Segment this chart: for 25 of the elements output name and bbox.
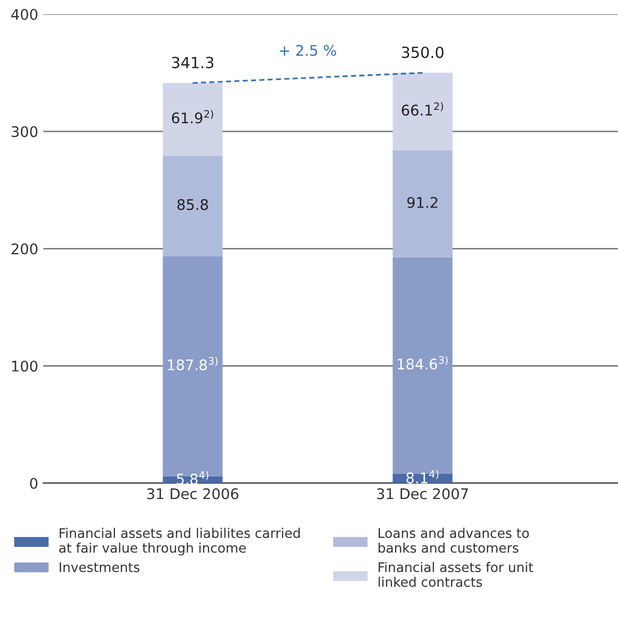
y-tick-label: 300 bbox=[12, 126, 38, 138]
total-label: 341.3 bbox=[172, 56, 214, 68]
bar bbox=[392, 150, 452, 258]
bar bbox=[162, 83, 223, 156]
bar bbox=[392, 72, 452, 150]
y-tick-label: 400 bbox=[11, 8, 38, 20]
y-tick-label: 0 bbox=[30, 478, 38, 489]
data-label: 61.9$^{2)}$ bbox=[172, 110, 214, 124]
legend-label: Financial assets and liabilites carried at fair value through income bbox=[59, 528, 300, 556]
annotation: + 2.5 % bbox=[280, 44, 336, 56]
data-label: 85.8 bbox=[177, 199, 208, 210]
bar bbox=[162, 156, 223, 256]
legend-label: Financial assets for unit linked contracts bbox=[378, 562, 534, 587]
data-label: 184.6$^{3)}$ bbox=[398, 356, 448, 370]
data-label: 8.1$^{4)}$ bbox=[406, 470, 438, 484]
legend-label: Investments bbox=[60, 562, 140, 572]
x-tick-label: 31 Dec 2007 bbox=[377, 488, 468, 500]
legend-label: Loans and advances to banks and customers bbox=[378, 528, 529, 553]
y-tick-label: 200 bbox=[12, 243, 38, 254]
data-label: 91.2 bbox=[407, 196, 438, 208]
x-tick-label: 31 Dec 2006 bbox=[147, 488, 238, 500]
data-label: 187.8$^{3)}$ bbox=[168, 356, 218, 370]
total-label: 350.0 bbox=[402, 46, 444, 58]
y-tick-label: 100 bbox=[12, 360, 38, 372]
data-label: 66.1$^{2)}$ bbox=[402, 102, 443, 116]
